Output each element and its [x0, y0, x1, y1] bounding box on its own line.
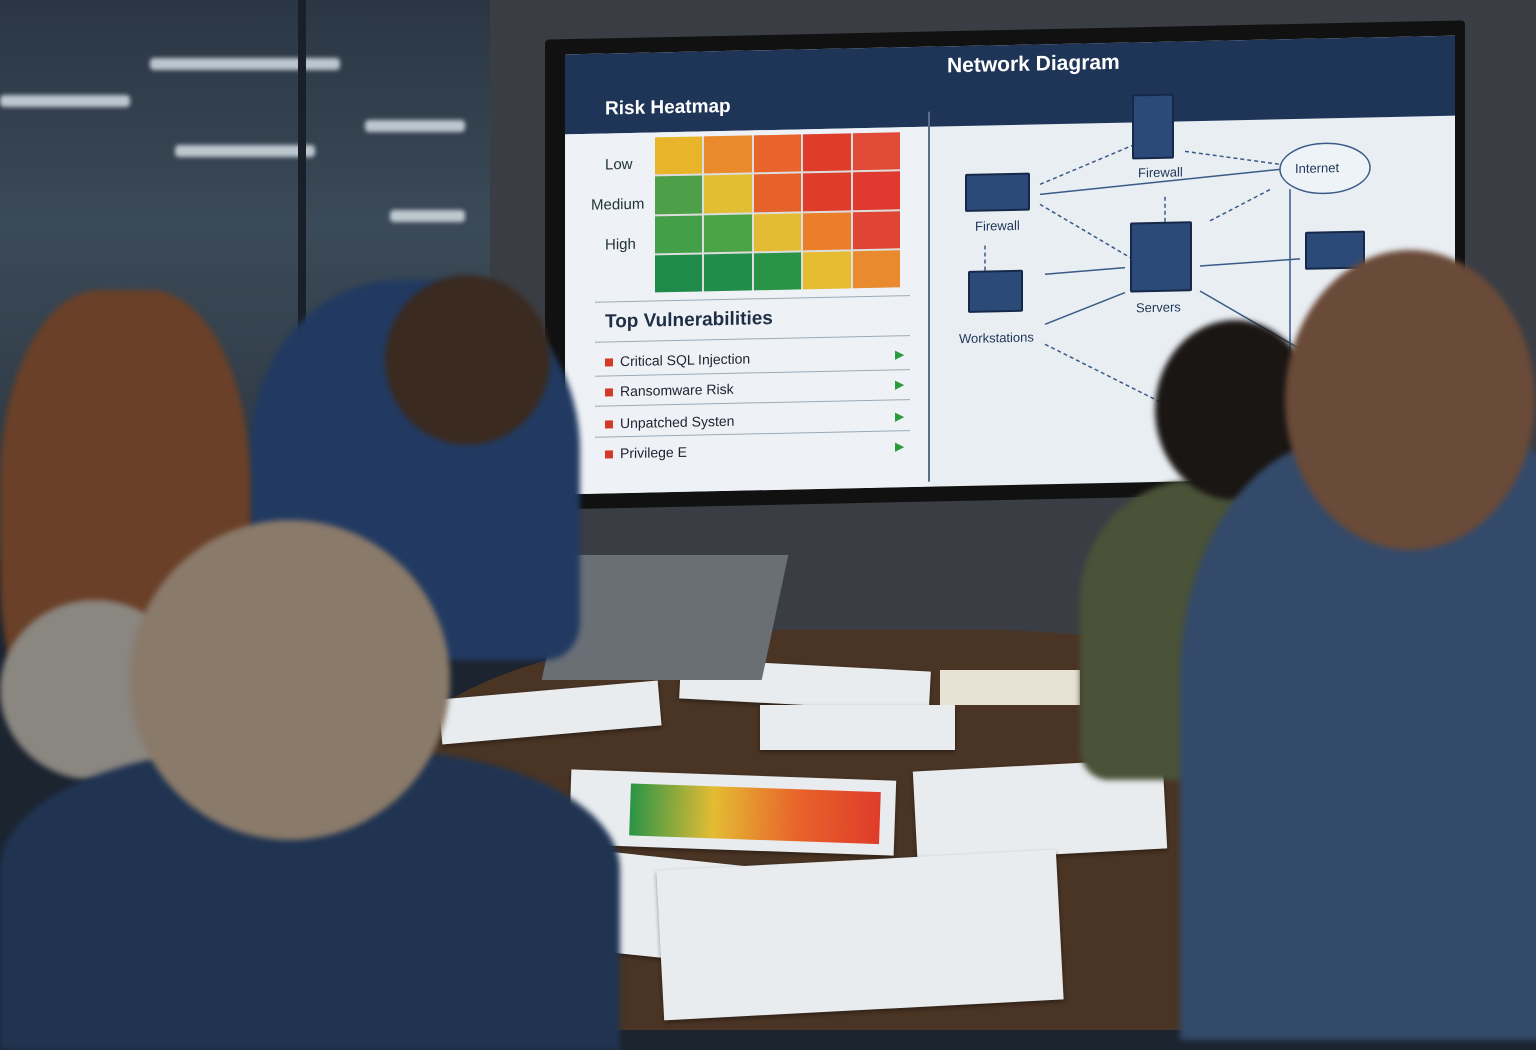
heatmap-cell [704, 213, 752, 253]
ceiling-light [390, 210, 465, 222]
heatmap-cell [704, 174, 752, 213]
vulnerability-label: Unpatched Systen [620, 412, 735, 432]
node-label: Servers [1136, 299, 1181, 316]
heatmap-cell [852, 171, 900, 210]
risk-heatmap-title: Risk Heatmap [605, 95, 731, 120]
ceiling-light [175, 145, 315, 157]
ceiling-light [0, 95, 130, 107]
presenter-head [385, 275, 550, 445]
heatmap-cell [852, 210, 900, 250]
heatmap-cell [803, 172, 851, 211]
play-arrow-icon[interactable]: ▶ [895, 377, 905, 392]
heatmap-cell [753, 252, 802, 291]
row-label-medium: Medium [591, 195, 645, 214]
heatmap-cell [655, 136, 703, 175]
vulnerability-label: Ransomware Risk [620, 380, 734, 400]
alert-icon [605, 450, 613, 459]
heatmap-cell [753, 212, 802, 252]
play-arrow-icon[interactable]: ▶ [895, 409, 905, 424]
heatmap-cell [852, 132, 900, 171]
vulnerability-label: Critical SQL Injection [620, 350, 751, 370]
heatmap-cell [803, 133, 851, 172]
row-label-low: Low [605, 155, 633, 174]
node-label: Firewall [975, 217, 1020, 234]
cloud-icon [1279, 142, 1371, 195]
play-arrow-icon[interactable]: ▶ [895, 439, 905, 454]
document [760, 705, 955, 750]
node-label: Workstations [959, 329, 1034, 347]
node-label: Internet [1295, 160, 1340, 177]
heatmap-cell [803, 251, 851, 290]
heatmap-cell [852, 250, 900, 289]
printed-heatmap [568, 769, 897, 856]
alert-icon [605, 388, 613, 397]
vulnerability-item[interactable]: Ransomware Risk [605, 381, 734, 400]
heatmap-cell [704, 253, 752, 292]
man-right-head [1285, 250, 1535, 550]
workstation-icon [968, 269, 1023, 313]
server-icon [1132, 93, 1174, 160]
heatmap-cell [753, 134, 802, 173]
heatmap-cell [655, 214, 703, 254]
network-links [984, 141, 1371, 403]
node-label: Firewall [1138, 164, 1183, 181]
vulnerability-item[interactable]: Critical SQL Injection [605, 350, 750, 369]
heatmap-cell [753, 173, 802, 212]
heatmap-cell [655, 175, 703, 214]
vulnerability-item[interactable]: Unpatched Systen [605, 413, 734, 432]
row-label-high: High [605, 235, 636, 254]
vulnerabilities-title: Top Vulnerabilities [605, 307, 773, 333]
vulnerability-label: Privilege E [620, 443, 687, 462]
notebook [940, 670, 1080, 705]
network-diagram-title: Network Diagram [947, 50, 1120, 78]
ceiling-light [150, 58, 340, 70]
server-icon [1130, 221, 1192, 293]
ceiling-light [365, 120, 465, 132]
firewall-icon [965, 172, 1030, 212]
glass-frame [298, 0, 306, 420]
vulnerability-item[interactable]: Privilege E [605, 444, 687, 462]
heatmap-cell [655, 254, 703, 293]
document [656, 849, 1064, 1021]
heatmap-cell [704, 135, 752, 174]
display-screen: Network Diagram Risk Heatmap Low Medium … [565, 35, 1455, 495]
man-foreground-head [130, 520, 450, 840]
man-right [1180, 440, 1536, 1040]
alert-icon [605, 358, 613, 367]
alert-icon [605, 420, 613, 429]
play-arrow-icon[interactable]: ▶ [895, 347, 905, 362]
heatmap-cell [803, 211, 851, 251]
risk-heatmap [655, 132, 900, 293]
